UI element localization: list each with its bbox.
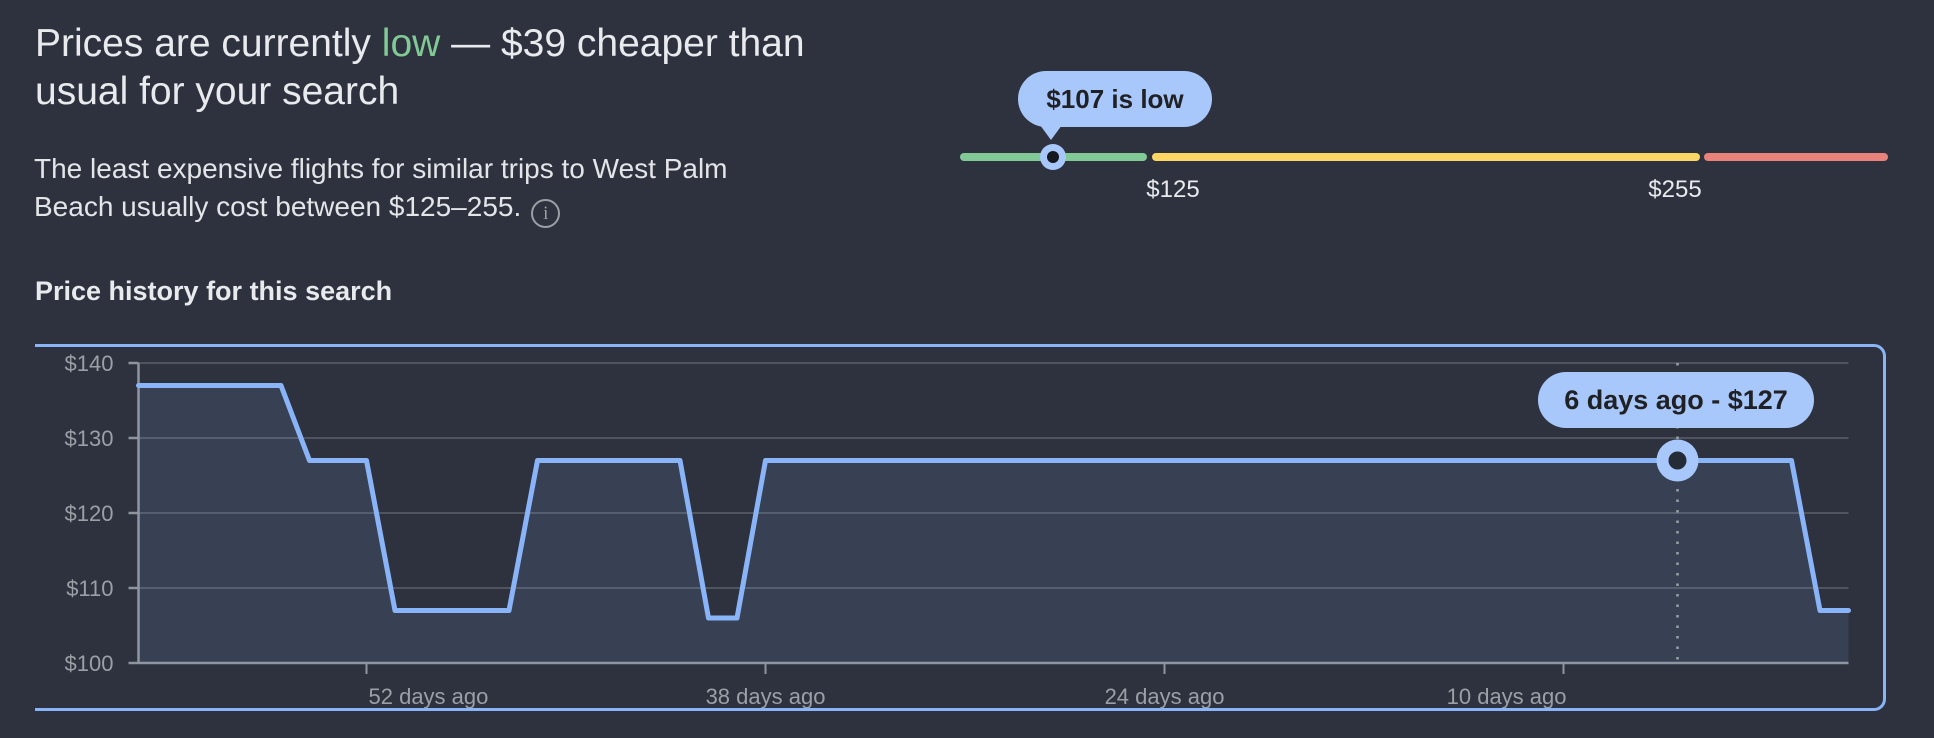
marked-point-dot-hole xyxy=(1668,451,1687,470)
price-history-svg[interactable]: $100 $110 $120 $130 $140 52 days ago 38 days a… xyxy=(35,344,1888,716)
y-tick-label: $100 xyxy=(65,651,114,676)
page-title-line2: usual for your search xyxy=(35,70,400,113)
price-area xyxy=(138,385,1849,663)
insight-description-line2: Beach usually cost between $125–255. i xyxy=(34,188,854,228)
current-price-tooltip-tail xyxy=(1040,125,1062,140)
current-price-marker xyxy=(1040,144,1066,170)
x-tick-label: 52 days ago xyxy=(369,684,489,709)
x-tick-label: 10 days ago xyxy=(1447,684,1567,709)
y-tick-label: $120 xyxy=(65,501,114,526)
title-suffix: — $39 cheaper than xyxy=(440,22,805,65)
insight-description-line1: The least expensive flights for similar … xyxy=(34,153,728,184)
range-segment-typical xyxy=(1152,153,1700,161)
page-title: Prices are currently low — $39 cheaper t… xyxy=(35,20,935,116)
current-price-tooltip: $107 is low xyxy=(1018,71,1212,127)
page-title-line1: Prices are currently low — $39 cheaper t… xyxy=(35,20,935,68)
price-history-title: Price history for this search xyxy=(35,276,393,306)
range-segment-high xyxy=(1704,153,1888,161)
info-icon[interactable]: i xyxy=(531,199,561,228)
y-tick-label: $140 xyxy=(65,351,114,376)
price-line xyxy=(136,383,1851,621)
y-tick-label: $130 xyxy=(65,426,114,451)
range-threshold-low-label: $125 xyxy=(1146,176,1200,203)
insight-description-text: Beach usually cost between $125–255. xyxy=(34,191,522,222)
x-tick-label: 38 days ago xyxy=(706,684,826,709)
range-threshold-high-label: $255 xyxy=(1648,176,1702,203)
title-prefix: Prices are currently xyxy=(35,22,382,65)
y-tick-label: $110 xyxy=(66,576,113,601)
price-level-badge: low xyxy=(381,22,441,65)
x-tick-label: 24 days ago xyxy=(1105,684,1225,709)
current-price-marker-hole xyxy=(1047,151,1059,163)
insight-description: The least expensive flights for similar … xyxy=(34,150,854,228)
chart-tooltip: 6 days ago - $127 xyxy=(1538,372,1814,428)
